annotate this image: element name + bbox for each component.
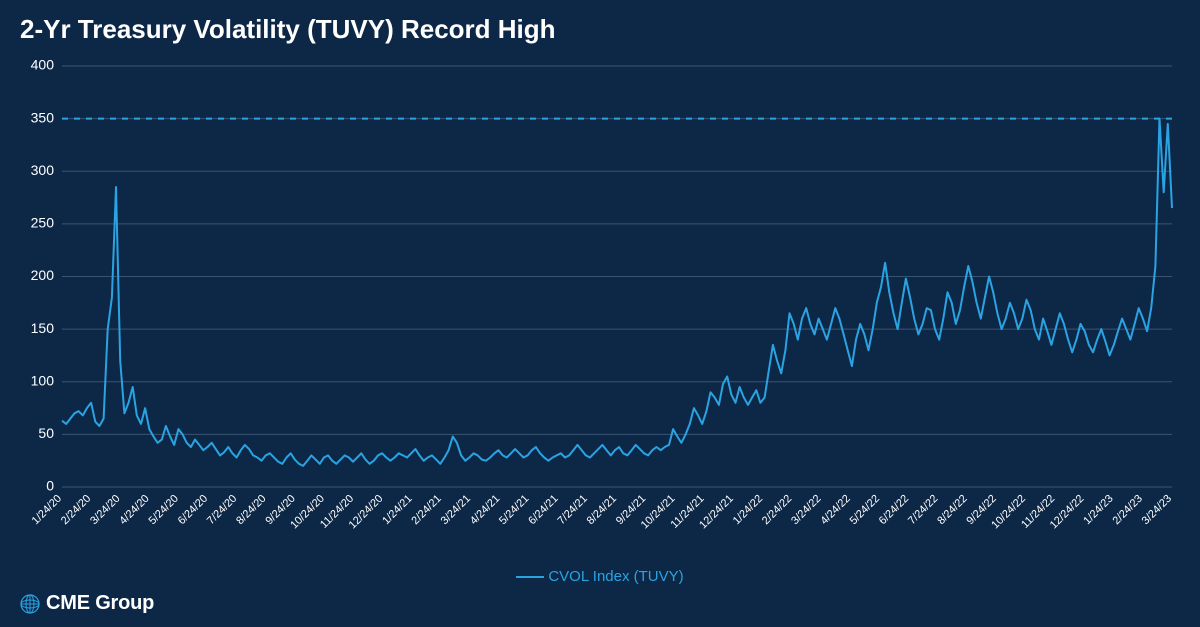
svg-text:4/24/22: 4/24/22 [818, 493, 852, 527]
line-chart: 0501001502002503003504001/24/202/24/203/… [20, 58, 1180, 557]
svg-text:3/24/20: 3/24/20 [88, 493, 122, 527]
svg-text:6/24/21: 6/24/21 [526, 493, 560, 527]
svg-text:2/24/23: 2/24/23 [1110, 493, 1144, 527]
svg-text:400: 400 [31, 58, 55, 73]
svg-text:100: 100 [31, 372, 55, 388]
svg-text:0: 0 [46, 478, 54, 494]
svg-text:250: 250 [31, 215, 55, 231]
svg-text:3/24/21: 3/24/21 [439, 493, 473, 527]
legend-line-icon [516, 576, 544, 578]
svg-text:7/24/20: 7/24/20 [205, 493, 239, 527]
svg-text:1/24/20: 1/24/20 [30, 493, 64, 527]
svg-text:5/24/20: 5/24/20 [147, 493, 181, 527]
svg-text:7/24/22: 7/24/22 [906, 493, 940, 527]
svg-text:8/24/20: 8/24/20 [234, 493, 268, 527]
svg-text:3/24/22: 3/24/22 [789, 493, 823, 527]
svg-text:2/24/22: 2/24/22 [760, 493, 794, 527]
svg-text:4/24/21: 4/24/21 [468, 493, 502, 527]
globe-icon [20, 594, 40, 614]
svg-text:1/24/22: 1/24/22 [731, 493, 765, 527]
svg-text:4/24/20: 4/24/20 [117, 493, 151, 527]
svg-text:1/24/23: 1/24/23 [1081, 493, 1115, 527]
svg-text:6/24/22: 6/24/22 [877, 493, 911, 527]
svg-text:5/24/22: 5/24/22 [848, 493, 882, 527]
svg-text:300: 300 [31, 162, 55, 178]
cme-logo: CME Group [20, 592, 154, 615]
svg-text:2/24/20: 2/24/20 [59, 493, 93, 527]
svg-text:350: 350 [31, 109, 55, 125]
svg-text:5/24/21: 5/24/21 [497, 493, 531, 527]
chart-legend: CVOL Index (TUVY) [0, 568, 1200, 585]
svg-text:3/24/23: 3/24/23 [1140, 493, 1174, 527]
svg-text:200: 200 [31, 267, 55, 283]
chart-container: 0501001502002503003504001/24/202/24/203/… [20, 58, 1180, 557]
legend-label: CVOL Index (TUVY) [548, 568, 683, 585]
svg-text:50: 50 [38, 425, 54, 441]
svg-text:6/24/20: 6/24/20 [176, 493, 210, 527]
svg-text:150: 150 [31, 320, 55, 336]
svg-text:1/24/21: 1/24/21 [380, 493, 414, 527]
svg-text:7/24/21: 7/24/21 [555, 493, 589, 527]
chart-title: 2-Yr Treasury Volatility (TUVY) Record H… [0, 0, 1200, 53]
logo-text: CME Group [46, 592, 154, 615]
svg-text:8/24/22: 8/24/22 [935, 493, 969, 527]
svg-text:2/24/21: 2/24/21 [409, 493, 443, 527]
svg-text:8/24/21: 8/24/21 [585, 493, 619, 527]
